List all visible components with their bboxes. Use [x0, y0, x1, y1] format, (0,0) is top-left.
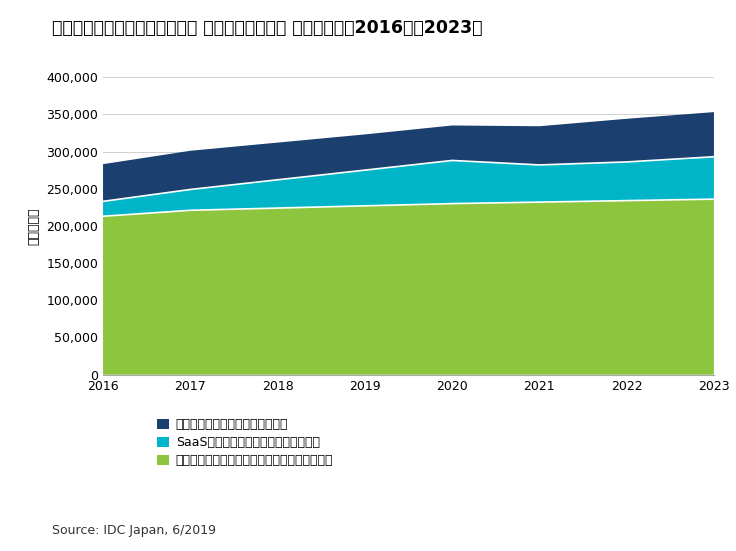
Legend: セキュリティアプライアンス市場, SaaS型セキュリティソフトウェア市場, オンプレミス型セキュリティソフトウェア市場: セキュリティアプライアンス市場, SaaS型セキュリティソフトウェア市場, オン…	[152, 413, 338, 472]
Text: Source: IDC Japan, 6/2019: Source: IDC Japan, 6/2019	[52, 524, 216, 537]
Y-axis label: （百万円）: （百万円）	[28, 207, 40, 245]
Text: 国内情報セキュリティ製品市場 製品セグメント別 売上額予測、2016年～2023年: 国内情報セキュリティ製品市場 製品セグメント別 売上額予測、2016年～2023…	[52, 19, 482, 37]
